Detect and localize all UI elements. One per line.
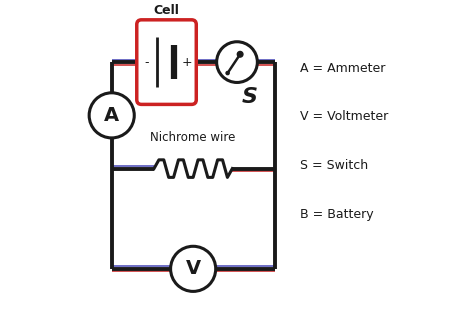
Text: Nichrome wire: Nichrome wire bbox=[150, 131, 236, 144]
Text: S = Switch: S = Switch bbox=[300, 159, 368, 172]
Circle shape bbox=[171, 246, 216, 291]
Text: B = Battery: B = Battery bbox=[300, 208, 373, 220]
Circle shape bbox=[89, 93, 134, 138]
Text: S: S bbox=[242, 87, 257, 107]
Text: -: - bbox=[144, 56, 148, 69]
Text: V = Voltmeter: V = Voltmeter bbox=[300, 111, 388, 123]
Circle shape bbox=[217, 42, 257, 82]
Text: A = Ammeter: A = Ammeter bbox=[300, 62, 385, 75]
Text: Cell: Cell bbox=[154, 4, 180, 17]
Text: A: A bbox=[104, 106, 119, 125]
Text: +: + bbox=[182, 56, 192, 69]
Text: V: V bbox=[186, 259, 201, 278]
Circle shape bbox=[226, 72, 229, 75]
Circle shape bbox=[237, 51, 243, 57]
FancyBboxPatch shape bbox=[137, 20, 196, 104]
